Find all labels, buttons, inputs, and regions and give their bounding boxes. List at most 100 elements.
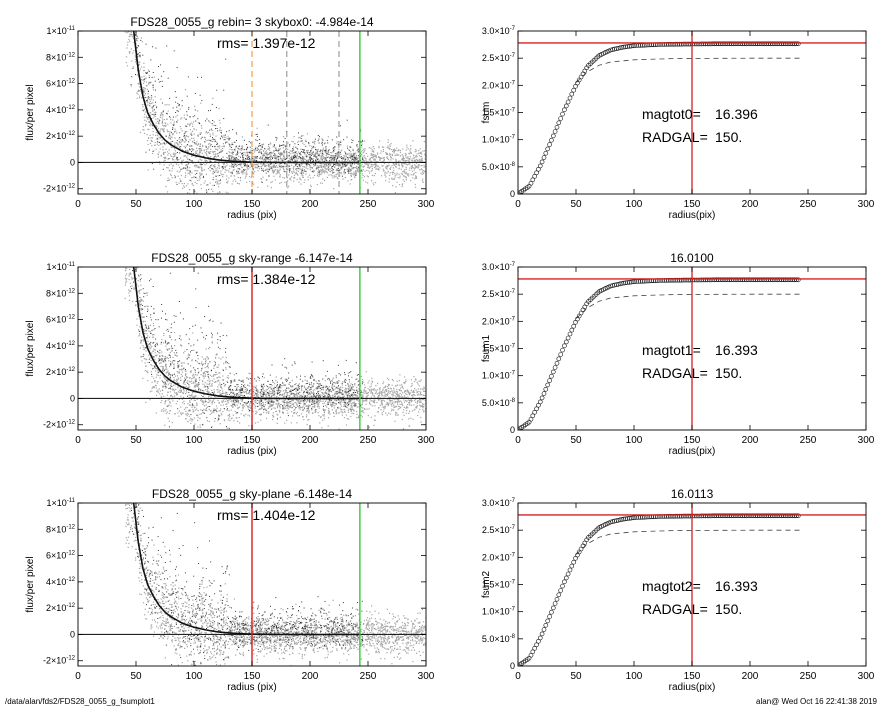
profile-2-grey-point <box>399 384 401 386</box>
profile-1-grey-point <box>200 132 202 134</box>
profile-1-grey-point <box>157 141 159 143</box>
profile-1-grey-point <box>206 139 208 142</box>
profile-1-grey-point <box>175 152 177 154</box>
profile-2-grey-point <box>373 388 375 390</box>
profile-1-grey-point <box>157 133 159 135</box>
profile-1-dark-point <box>273 145 275 147</box>
profile-1-dark-point <box>348 172 350 174</box>
profile-2-grey-point <box>335 382 337 384</box>
profile-1-grey-point <box>302 175 304 177</box>
profile-1-grey-point <box>414 167 416 169</box>
profile-1-grey-point <box>199 177 201 179</box>
profile-2-grey-point <box>398 389 401 392</box>
profile-2-grey-point <box>268 412 270 415</box>
profile-2-grey-point <box>200 390 202 392</box>
profile-2-grey-point <box>404 376 406 378</box>
profile-2-grey-point <box>344 411 346 413</box>
profile-1-grey-point <box>343 155 345 157</box>
profile-1-grey-point <box>158 144 160 147</box>
profile-1-dark-point <box>289 169 291 171</box>
profile-1-grey-point <box>276 157 278 159</box>
profile-1-grey-point <box>149 114 152 117</box>
profile-1-dark-point <box>241 154 243 156</box>
profile-1-grey-point <box>321 153 323 155</box>
profile-2-grey-point <box>136 264 137 265</box>
profile-1-grey-point <box>430 174 431 175</box>
profile-1-grey-point <box>432 179 433 180</box>
profile-2-grey-point <box>294 393 296 395</box>
profile-1-grey-point <box>145 123 147 125</box>
profile-1-grey-point <box>233 164 235 167</box>
profile-1-dark-point <box>235 132 237 134</box>
profile-2-grey-point <box>343 417 345 419</box>
profile-1-dark-point <box>290 158 292 160</box>
profile-2-grey-point <box>328 400 330 402</box>
profile-1-dark-point <box>321 158 323 160</box>
profile-1-grey-point <box>171 167 173 169</box>
profile-1-dark-point <box>228 159 230 161</box>
profile-1-grey-point <box>336 141 338 143</box>
profile-1-grey-point <box>394 150 396 152</box>
profile-2-grey-point <box>290 389 292 391</box>
profile-1-dark-point <box>132 67 134 69</box>
profile-1-grey-point <box>373 154 375 156</box>
profile-1-dark-point <box>205 146 207 148</box>
profile-1-grey-point <box>188 169 190 172</box>
profile-1-grey-point <box>252 159 254 161</box>
profile-1-dark-point <box>321 141 323 143</box>
profile-1-grey-point <box>184 89 187 91</box>
profile-1-grey-point <box>408 175 410 177</box>
profile-2-grey-point <box>220 412 222 415</box>
profile-2-grey-point <box>180 369 182 371</box>
profile-1-grey-point <box>137 93 139 95</box>
profile-1-grey-point <box>179 178 181 180</box>
profile-1-grey-point <box>355 152 357 154</box>
profile-2-grey-point <box>276 407 278 409</box>
profile-1-grey-point <box>344 156 346 158</box>
profile-1-grey-point <box>294 159 296 161</box>
profile-2-grey-point <box>413 390 415 392</box>
profile-1-grey-point <box>321 172 323 174</box>
profile-1-grey-point <box>196 192 198 194</box>
profile-1-grey-point <box>167 158 169 160</box>
profile-1-grey-point <box>402 179 404 181</box>
profile-2-grey-point <box>186 381 188 383</box>
profile-1-dark-point <box>208 188 210 190</box>
profile-1-grey-point <box>411 164 413 166</box>
profile-1-grey-point <box>244 169 246 171</box>
profile-1-grey-point <box>321 154 324 156</box>
profile-1-dark-point <box>256 133 258 135</box>
profile-1-grey-point <box>405 166 407 168</box>
profile-1-grey-point <box>389 145 391 147</box>
profile-1-grey-point <box>386 152 388 155</box>
profile-2-grey-point <box>273 395 275 397</box>
profile-1-grey-point <box>409 158 411 160</box>
profile-1-grey-point <box>145 100 147 102</box>
profile-2-grey-point <box>149 399 151 401</box>
profile-1-grey-point <box>251 156 253 158</box>
profile-1-grey-point <box>428 165 429 166</box>
profile-1-grey-point <box>340 150 342 152</box>
profile-1-grey-point <box>159 132 161 134</box>
profile-1-grey-point <box>167 154 169 156</box>
profile-2-grey-point <box>303 409 305 411</box>
profile-1-dark-point <box>250 142 252 144</box>
profile-1-grey-point <box>343 171 345 173</box>
profile-1-dark-point <box>145 43 147 45</box>
profile-1-grey-point <box>205 138 207 141</box>
profile-1-grey-point <box>405 153 407 155</box>
profile-1-grey-point <box>217 175 219 177</box>
profile-2-grey-point <box>219 415 221 417</box>
profile-1-grey-point <box>296 173 298 175</box>
profile-2-grey-point <box>308 400 311 402</box>
profile-1-grey-point <box>383 158 385 161</box>
profile-1-grey-point <box>198 175 201 177</box>
profile-1-dark-point <box>176 106 178 108</box>
profile-1-dark-point <box>165 135 167 137</box>
profile-1-grey-point <box>183 133 185 135</box>
profile-1-grey-point <box>412 166 414 169</box>
profile-1-dark-point <box>229 137 231 139</box>
profile-2-grey-point <box>284 405 286 407</box>
profile-1-grey-point <box>159 148 161 150</box>
profile-1-grey-point <box>165 185 167 188</box>
